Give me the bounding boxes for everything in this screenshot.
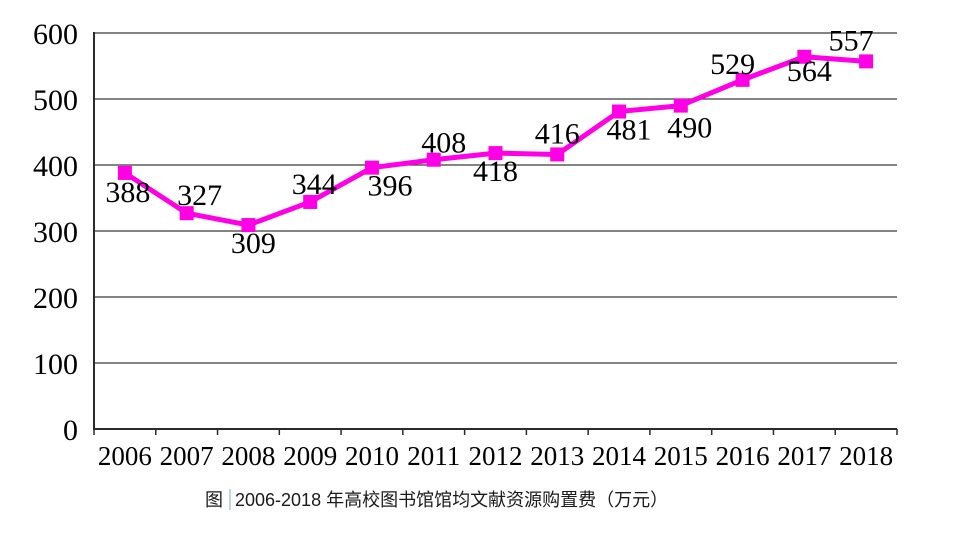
x-tick-label: 2017 <box>777 441 831 471</box>
figure-caption-text: 2006-2018 年高校图书馆馆均文献资源购置费（万元） <box>235 490 669 510</box>
x-tick-label: 2014 <box>592 441 647 471</box>
y-tick-label: 200 <box>33 282 78 315</box>
data-point-marker <box>303 194 318 209</box>
data-label: 416 <box>535 117 580 150</box>
x-tick-label: 2008 <box>221 441 275 471</box>
data-label: 529 <box>710 48 755 81</box>
data-label: 344 <box>292 168 337 201</box>
data-series-line <box>122 54 869 228</box>
data-point-marker <box>488 146 503 161</box>
data-point-marker <box>735 72 750 87</box>
data-label: 557 <box>829 24 874 57</box>
data-point-marker <box>179 206 194 221</box>
x-tick-label: 2012 <box>469 441 523 471</box>
x-tick-label: 2010 <box>345 441 399 471</box>
line-chart: 0 100 200 300 400 500 600 2006 2007 2008 2009 2010 2… <box>33 18 898 471</box>
x-tick-label: 2013 <box>530 441 584 471</box>
caption-cursor-artifact <box>229 488 231 510</box>
x-tick-label: 2011 <box>407 441 460 471</box>
data-label: 327 <box>177 179 222 212</box>
data-point-marker <box>673 98 688 113</box>
figure-caption-prefix: 图 <box>205 490 223 510</box>
x-tick-label: 2006 <box>98 441 152 471</box>
data-point-marker <box>612 104 627 119</box>
y-tick-label: 0 <box>63 414 78 447</box>
x-tick-label: 2015 <box>654 441 708 471</box>
x-tick-label: 2018 <box>839 441 893 471</box>
y-tick-label: 500 <box>33 84 78 117</box>
data-label: 490 <box>667 112 712 145</box>
figure-caption: 图 2006-2018 年高校图书馆馆均文献资源购置费（万元） <box>205 486 668 512</box>
data-point-marker <box>117 165 132 180</box>
data-point-marker <box>426 152 441 167</box>
data-point-marker <box>797 49 812 64</box>
data-point-marker <box>859 54 874 69</box>
data-label: 481 <box>607 114 652 147</box>
y-tick-label: 400 <box>33 150 78 183</box>
x-tick-label: 2016 <box>716 441 770 471</box>
y-tick-label: 600 <box>33 18 78 51</box>
data-label: 396 <box>367 170 412 203</box>
data-point-marker <box>241 218 256 233</box>
data-point-marker <box>364 160 379 175</box>
y-tick-label: 100 <box>33 348 78 381</box>
data-label: 408 <box>421 127 466 160</box>
x-tick-label: 2009 <box>283 441 337 471</box>
data-label: 418 <box>473 155 518 188</box>
data-label: 564 <box>787 55 832 88</box>
data-label: 309 <box>231 227 276 260</box>
y-tick-label: 300 <box>33 216 78 249</box>
data-point-marker <box>550 147 565 162</box>
data-label: 388 <box>105 176 150 209</box>
x-tick-label: 2007 <box>160 441 214 471</box>
